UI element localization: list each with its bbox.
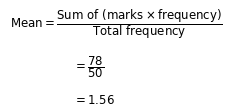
Text: $= 1.56$: $= 1.56$ (73, 94, 115, 107)
Text: $= \dfrac{78}{50}$: $= \dfrac{78}{50}$ (73, 54, 105, 80)
Text: $\mathrm{Mean} = \dfrac{\mathrm{Sum\ of\ (marks \times frequency)}}{\mathrm{Tota: $\mathrm{Mean} = \dfrac{\mathrm{Sum\ of\… (10, 7, 223, 41)
